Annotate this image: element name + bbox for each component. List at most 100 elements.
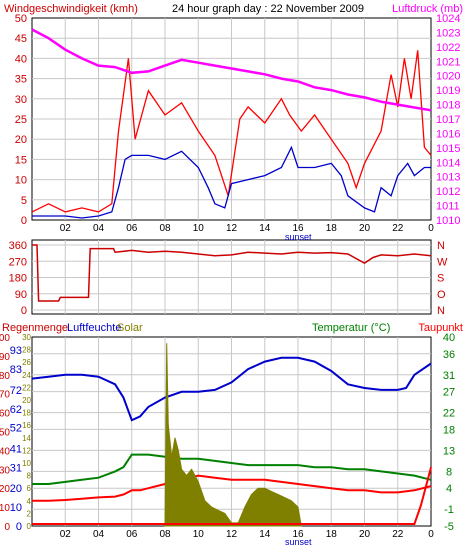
p3-series-2 bbox=[32, 474, 432, 502]
p3-y-rain-tick: 10 bbox=[0, 503, 10, 514]
p3-y-solar-tick: 26 bbox=[22, 358, 31, 367]
p1-series-2 bbox=[31, 28, 432, 112]
p3-y-hum-tick: 20 bbox=[10, 483, 22, 495]
panel3-temperatur-label: Temperatur (°C) bbox=[312, 322, 390, 334]
p3-y-temp-tick: -5 bbox=[444, 521, 454, 533]
p3-y-hum-tick: 0 bbox=[16, 521, 22, 533]
p3-x-tick: 10 bbox=[193, 529, 205, 540]
p1-y-right-tick: 1018 bbox=[436, 100, 460, 112]
p3-x-tick: 04 bbox=[93, 529, 105, 540]
p1-x-tick: 06 bbox=[126, 223, 138, 234]
p1-series-0 bbox=[31, 50, 432, 213]
p3-y-rain-tick: 80 bbox=[0, 371, 10, 382]
p3-y-solar-tick: 8 bbox=[27, 472, 32, 481]
p3-y-rain-tick: 90 bbox=[0, 352, 10, 363]
p3-y-solar-tick: 2 bbox=[27, 509, 32, 518]
p3-y-solar-tick: 10 bbox=[22, 459, 31, 468]
p2-y-tick: 0 bbox=[21, 305, 27, 317]
p1-y-right-tick: 1024 bbox=[436, 13, 460, 25]
p3-y-temp-tick: 18 bbox=[443, 424, 455, 436]
p3-y-temp-tick: 4 bbox=[446, 483, 452, 495]
p1-y-right-tick: 1012 bbox=[436, 186, 460, 198]
p3-y-solar-tick: 24 bbox=[22, 371, 31, 380]
p3-y-solar-tick: 6 bbox=[27, 484, 32, 493]
p3-y-temp-tick: 27 bbox=[443, 387, 455, 399]
p3-y-rain-tick: 60 bbox=[0, 409, 10, 420]
p3-y-rain-tick: 40 bbox=[0, 446, 10, 457]
p1-x-tick: 08 bbox=[159, 223, 171, 234]
p2-compass-label: O bbox=[437, 289, 446, 301]
p3-y-temp-tick: 40 bbox=[443, 332, 455, 344]
p1-x-tick: 18 bbox=[326, 223, 338, 234]
p1-x-tick: 14 bbox=[259, 223, 271, 234]
panel3-taupunkt-label: Taupunkt bbox=[418, 322, 463, 334]
panel1-right-label: Luftdruck (mb) bbox=[392, 3, 463, 15]
p3-x-tick: 14 bbox=[259, 529, 271, 540]
p1-x-tick: 20 bbox=[359, 223, 371, 234]
p3-x-tick: 16 bbox=[292, 529, 304, 540]
p2-y-tick: 270 bbox=[9, 256, 27, 268]
p1-y-right-tick: 1021 bbox=[436, 56, 460, 68]
panel3-solar-label: Solar bbox=[117, 322, 143, 334]
p3-x-tick: 0 bbox=[428, 529, 434, 540]
p3-y-hum-tick: 41 bbox=[10, 444, 22, 456]
p1-y-right-tick: 1013 bbox=[436, 172, 460, 184]
p3-series-4 bbox=[32, 467, 432, 525]
p3-y-temp-tick: 13 bbox=[443, 445, 455, 457]
p3-x-tick: 18 bbox=[326, 529, 338, 540]
p1-y-left-tick: 35 bbox=[15, 74, 27, 86]
p3-y-rain-tick: 30 bbox=[0, 465, 10, 476]
p1-y-left-tick: 40 bbox=[15, 53, 27, 65]
p3-y-solar-tick: 20 bbox=[22, 396, 31, 405]
p1-y-right-tick: 1015 bbox=[436, 143, 460, 155]
p2-compass-label: N bbox=[437, 305, 445, 317]
p3-y-hum-tick: 10 bbox=[10, 502, 22, 514]
p1-y-left-tick: 10 bbox=[15, 175, 27, 187]
p3-y-solar-tick: 28 bbox=[22, 346, 31, 355]
p1-y-right-tick: 1023 bbox=[436, 27, 460, 39]
p2-compass-label: W bbox=[437, 256, 448, 268]
p1-x-tick: 12 bbox=[226, 223, 238, 234]
p1-y-left-tick: 45 bbox=[15, 33, 27, 45]
p1-x-tick: 10 bbox=[193, 223, 205, 234]
p3-y-temp-tick: 31 bbox=[443, 370, 455, 382]
p3-y-solar-tick: 18 bbox=[22, 409, 31, 418]
p1-x-tick: 22 bbox=[392, 223, 404, 234]
p1-y-right-tick: 1010 bbox=[436, 215, 460, 227]
p1-y-left-tick: 30 bbox=[15, 94, 27, 106]
p3-y-temp-tick: 36 bbox=[443, 349, 455, 361]
p3-x-tick: 12 bbox=[226, 529, 238, 540]
p3-series-0 bbox=[31, 356, 432, 422]
p2-y-tick: 90 bbox=[15, 289, 27, 301]
p3-x-tick: 20 bbox=[359, 529, 371, 540]
p2-y-tick: 180 bbox=[9, 273, 27, 285]
p3-x-tick: 22 bbox=[392, 529, 404, 540]
p3-x-tick: 08 bbox=[159, 529, 171, 540]
p3-y-hum-tick: 93 bbox=[10, 345, 22, 357]
p1-y-left-tick: 20 bbox=[15, 134, 27, 146]
p2-y-tick: 360 bbox=[9, 240, 27, 252]
panel1-sunset-label: sunset bbox=[285, 232, 312, 242]
p1-x-tick: 16 bbox=[292, 223, 304, 234]
p3-y-hum-tick: 72 bbox=[10, 385, 22, 397]
p1-x-tick: 0 bbox=[428, 223, 434, 234]
panel1-title: 24 hour graph day : 22 November 2009 bbox=[172, 3, 364, 15]
p3-y-rain-tick: 50 bbox=[0, 428, 10, 439]
p1-x-tick: 02 bbox=[60, 223, 72, 234]
p1-y-right-tick: 1014 bbox=[436, 157, 460, 169]
p1-y-right-tick: 1022 bbox=[436, 42, 460, 54]
p1-series-1 bbox=[32, 145, 431, 219]
p3-x-tick: 06 bbox=[126, 529, 138, 540]
p1-y-right-tick: 1020 bbox=[436, 71, 460, 83]
p3-y-solar-tick: 14 bbox=[22, 434, 31, 443]
p3-series-1 bbox=[32, 453, 432, 485]
p3-y-hum-tick: 83 bbox=[10, 364, 22, 376]
p3-y-hum-tick: 31 bbox=[10, 462, 22, 474]
p3-y-rain-tick: 70 bbox=[0, 390, 10, 401]
p3-y-rain-tick: 100 bbox=[0, 333, 10, 344]
p3-y-temp-tick: -1 bbox=[444, 504, 454, 516]
panel3-regen-label: Regenmenge bbox=[2, 322, 68, 334]
p1-y-left-tick: 0 bbox=[21, 215, 27, 227]
